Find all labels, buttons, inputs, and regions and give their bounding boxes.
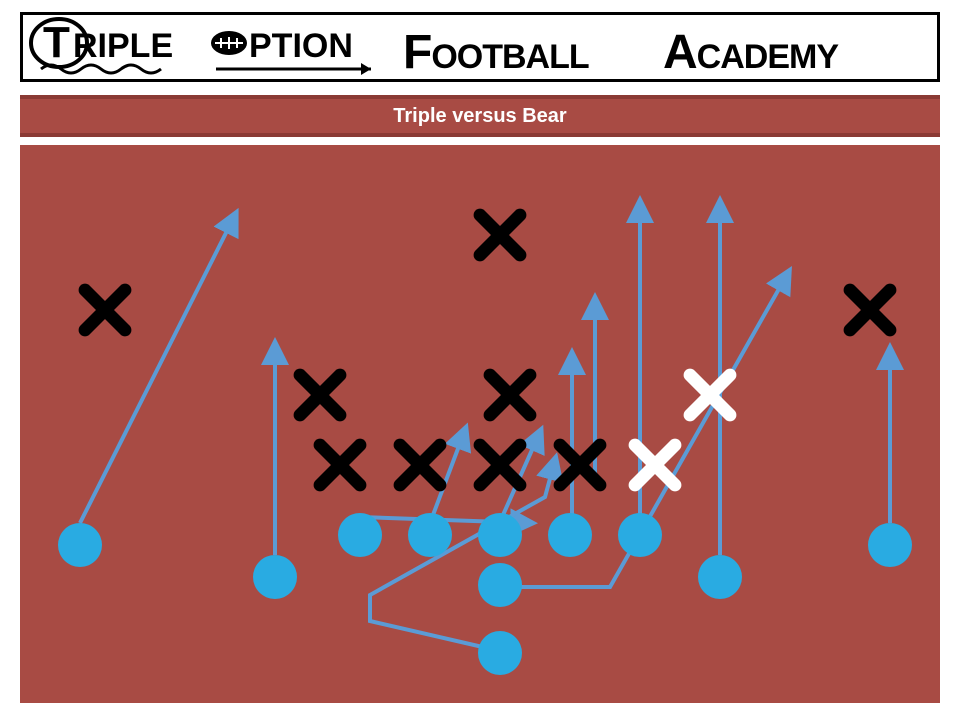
defender-cb-right [850,290,890,330]
logo-word-football: FOOTBALL [403,25,589,80]
page-root: T RIPLE PTION FOOTBALL [0,0,960,720]
offense-rt [618,513,662,557]
offense-sb-right [698,555,742,599]
offense-wr-right [868,523,912,567]
defender-dl1 [320,445,360,485]
offense-sb-left [253,555,297,599]
defender-dl3 [480,445,520,485]
offense-lt [338,513,382,557]
title-text: Triple versus Bear [393,105,566,127]
logo-word-academy: ACADEMY [663,25,838,80]
logo-ption: PTION [249,27,353,65]
defender-dl2 [400,445,440,485]
defender-lb1 [300,375,340,415]
offense-c [478,513,522,557]
offense-b [478,631,522,675]
route-wr-left-path [80,215,235,523]
logo-squiggle [41,65,161,73]
offense-wr-left [58,523,102,567]
header: T RIPLE PTION FOOTBALL [0,0,960,95]
logo-t: T [43,18,70,67]
play-diagram [20,145,940,703]
defender-cb-left [85,290,125,330]
logo-riple: RIPLE [73,27,173,65]
offense-lg [408,513,452,557]
defender-fs [480,215,520,255]
logo-box: T RIPLE PTION FOOTBALL [20,12,940,82]
play-field [20,145,940,703]
title-bar: Triple versus Bear [20,95,940,137]
offense-qb [478,563,522,607]
defender-lb2 [490,375,530,415]
offense-rg [548,513,592,557]
logo-arrowhead [361,63,371,75]
